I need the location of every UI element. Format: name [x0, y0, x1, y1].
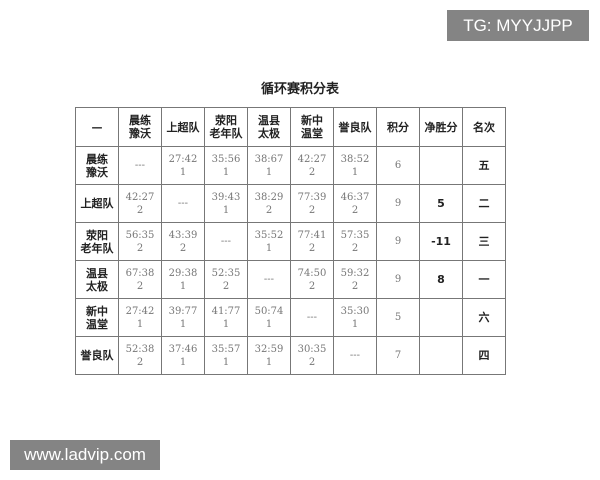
match-result: 74:50 2: [290, 260, 334, 299]
match-result: 52:35 2: [204, 260, 248, 299]
match-result: 35:52 1: [247, 222, 291, 261]
standings-table: — 晨练 豫沃 上超队 荥阳 老年队 温县 太极 新中 温堂 誉良队 积分 净胜分 名次 晨练 豫沃 --- 27…: [75, 107, 506, 375]
watermark-bottom: www.ladvip.com: [10, 440, 160, 470]
match-result: 59:32 2: [333, 260, 377, 299]
header-row: — 晨练 豫沃 上超队 荥阳 老年队 温县 太极 新中 温堂 誉良队 积分 净胜分 名次: [75, 107, 506, 147]
match-result: 41:77 1: [204, 298, 248, 337]
column-header: 名次: [462, 107, 506, 147]
points: 9: [376, 222, 420, 261]
match-result: ---: [333, 336, 377, 375]
table-row: 新中 温堂 27:42 1 39:77 1 41:77 1 50:74 1 --- 35:30 1 5 六: [75, 298, 506, 337]
match-result: ---: [247, 260, 291, 299]
team-name: 晨练 豫沃: [75, 146, 119, 185]
table-row: 晨练 豫沃 --- 27:42 1 35:56 1 38:67 1 42:27 2 38:52 1 6 五: [75, 146, 506, 185]
rank: 六: [462, 298, 506, 337]
match-result: 30:35 2: [290, 336, 334, 375]
team-name: 荥阳 老年队: [75, 222, 119, 261]
rank: 四: [462, 336, 506, 375]
match-result: 35:30 1: [333, 298, 377, 337]
table-row: 誉良队 52:38 2 37:46 1 35:57 1 32:59 1 30:35 2 --- 7 四: [75, 336, 506, 375]
table-row: 上超队 42:27 2 --- 39:43 1 38:29 2 77:39 2 46:37 2 9 5 二: [75, 184, 506, 223]
points: 6: [376, 146, 420, 185]
rank: 一: [462, 260, 506, 299]
match-result: 43:39 2: [161, 222, 205, 261]
net-score: 5: [419, 184, 463, 223]
column-header: 誉良队: [333, 107, 377, 147]
column-header: 上超队: [161, 107, 205, 147]
match-result: 42:27 2: [290, 146, 334, 185]
table-row: 温县 太极 67:38 2 29:38 1 52:35 2 --- 74:50 2 59:32 2 9 8 一: [75, 260, 506, 299]
match-result: 37:46 1: [161, 336, 205, 375]
match-result: 77:41 2: [290, 222, 334, 261]
match-result: 35:56 1: [204, 146, 248, 185]
match-result: ---: [204, 222, 248, 261]
match-result: 38:52 1: [333, 146, 377, 185]
page-title: 循环赛积分表: [260, 82, 339, 97]
team-name: 誉良队: [75, 336, 119, 375]
match-result: 29:38 1: [161, 260, 205, 299]
net-score: 8: [419, 260, 463, 299]
team-name: 上超队: [75, 184, 119, 223]
rank: 二: [462, 184, 506, 223]
column-header: 晨练 豫沃: [118, 107, 162, 147]
column-header: —: [75, 107, 119, 147]
team-name: 温县 太极: [75, 260, 119, 299]
points: 7: [376, 336, 420, 375]
table-row: 荥阳 老年队 56:35 2 43:39 2 --- 35:52 1 77:41 2 57:35 2 9-…: [75, 222, 506, 261]
points: 5: [376, 298, 420, 337]
match-result: 67:38 2: [118, 260, 162, 299]
match-result: 42:27 2: [118, 184, 162, 223]
match-result: 27:42 1: [161, 146, 205, 185]
match-result: 77:39 2: [290, 184, 334, 223]
rank: 五: [462, 146, 506, 185]
match-result: 39:77 1: [161, 298, 205, 337]
match-result: 35:57 1: [204, 336, 248, 375]
match-result: 56:35 2: [118, 222, 162, 261]
watermark-top: TG: MYYJJPP: [447, 10, 589, 41]
column-header: 新中 温堂: [290, 107, 334, 147]
match-result: ---: [161, 184, 205, 223]
net-score: -11: [419, 222, 463, 261]
column-header: 积分: [376, 107, 420, 147]
match-result: 52:38 2: [118, 336, 162, 375]
net-score: [419, 146, 463, 185]
match-result: 38:67 1: [247, 146, 291, 185]
match-result: 32:59 1: [247, 336, 291, 375]
net-score: [419, 298, 463, 337]
match-result: 27:42 1: [118, 298, 162, 337]
match-result: 39:43 1: [204, 184, 248, 223]
match-result: 46:37 2: [333, 184, 377, 223]
rank: 三: [462, 222, 506, 261]
points: 9: [376, 260, 420, 299]
net-score: [419, 336, 463, 375]
points: 9: [376, 184, 420, 223]
match-result: 38:29 2: [247, 184, 291, 223]
column-header: 净胜分: [419, 107, 463, 147]
match-result: ---: [118, 146, 162, 185]
column-header: 荥阳 老年队: [204, 107, 248, 147]
team-name: 新中 温堂: [75, 298, 119, 337]
match-result: 50:74 1: [247, 298, 291, 337]
match-result: ---: [290, 298, 334, 337]
match-result: 57:35 2: [333, 222, 377, 261]
column-header: 温县 太极: [247, 107, 291, 147]
